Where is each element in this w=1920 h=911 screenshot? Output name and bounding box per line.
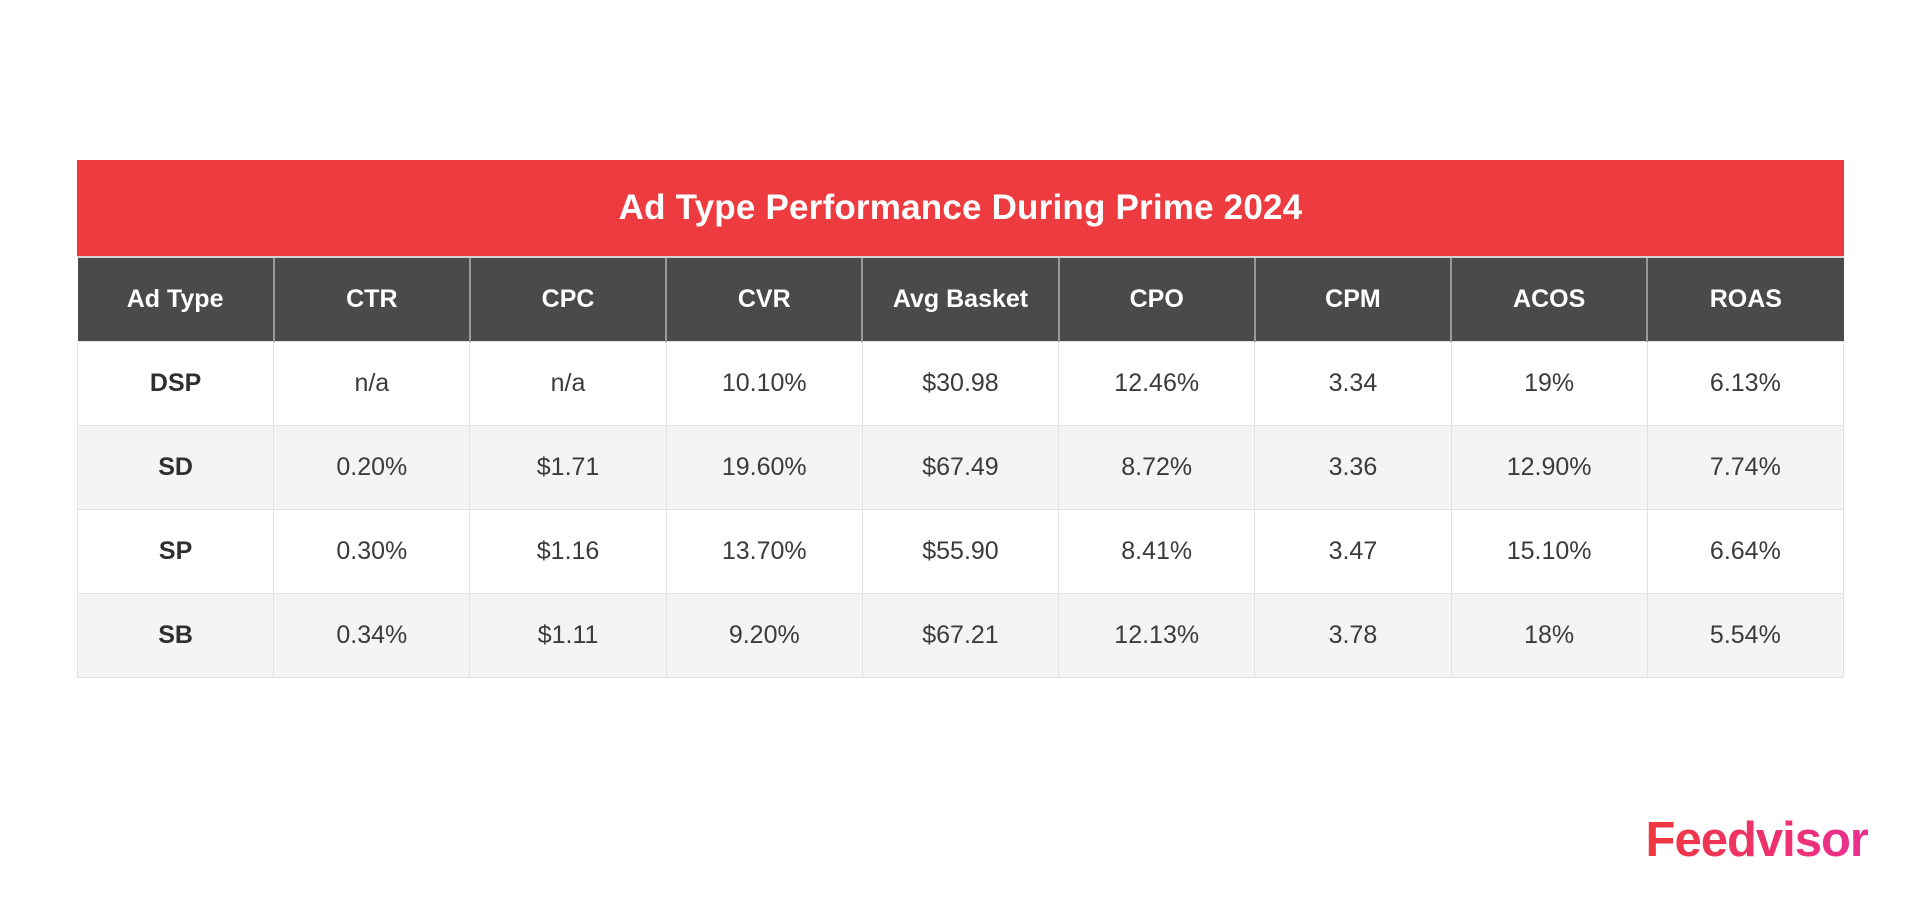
column-header-ad-type: Ad Type [77, 258, 274, 341]
table-cell: $67.21 [861, 592, 1060, 678]
table-cell: 5.54% [1646, 592, 1845, 678]
table-row: SD 0.20% $1.71 19.60% $67.49 8.72% 3.36 12.90% 7… [76, 424, 1845, 510]
feedvisor-logo: Feedvisor [1645, 813, 1869, 867]
performance-table-container: Ad Type Performance During Prime 2024 Ad… [76, 160, 1845, 678]
table-cell: 18% [1450, 592, 1648, 678]
column-header-cpo: CPO [1057, 258, 1255, 341]
column-header-cvr: CVR [665, 258, 863, 341]
table-cell: $67.49 [861, 424, 1060, 510]
table-cell: 0.20% [273, 424, 471, 510]
table-cell: $1.71 [469, 424, 667, 510]
column-header-cpc: CPC [468, 258, 667, 341]
column-header-acos: ACOS [1450, 258, 1648, 341]
table-cell: 9.20% [665, 592, 863, 678]
table-cell: 3.34 [1254, 340, 1452, 426]
table-row: SP 0.30% $1.16 13.70% $55.90 8.41% 3.47 15.10% 6… [76, 508, 1845, 594]
table-cell: 15.10% [1450, 508, 1648, 594]
table-cell: 12.46% [1058, 340, 1256, 426]
table-cell: $1.16 [469, 508, 667, 594]
table-header: Ad Type CTR CPC CVR Avg Basket CPO CPM ACOS ROAS [77, 258, 1844, 341]
table-cell: $1.11 [469, 592, 667, 678]
table-cell: 12.13% [1058, 592, 1256, 678]
table-cell: 19.60% [665, 424, 863, 510]
table-title: Ad Type Performance During Prime 2024 [618, 188, 1303, 227]
table-cell: $55.90 [861, 508, 1060, 594]
column-header-avg-basket: Avg Basket [861, 258, 1059, 341]
table-cell: n/a [469, 340, 667, 426]
table-cell: 3.78 [1254, 592, 1452, 678]
column-header-cpm: CPM [1253, 258, 1452, 341]
title-banner: Ad Type Performance During Prime 2024 [77, 160, 1844, 258]
table-cell: 0.34% [273, 592, 471, 678]
table-row: SB 0.34% $1.11 9.20% $67.21 12.13% 3.78 18% 5.54… [76, 592, 1845, 678]
row-label: SD [76, 424, 275, 510]
table-cell: 10.10% [665, 340, 863, 426]
row-label: DSP [76, 340, 275, 426]
table-cell: 8.72% [1058, 424, 1256, 510]
table-cell: $30.98 [861, 340, 1060, 426]
ad-performance-table: Ad Type CTR CPC CVR Avg Basket CPO CPM ACOS ROAS… [76, 258, 1845, 678]
table-cell: 7.74% [1646, 424, 1845, 510]
table-cell: 3.36 [1254, 424, 1452, 510]
table-cell: 13.70% [665, 508, 863, 594]
table-cell: 3.47 [1254, 508, 1452, 594]
table-header-row: Ad Type CTR CPC CVR Avg Basket CPO CPM ACOS ROAS [77, 258, 1844, 341]
column-header-ctr: CTR [272, 258, 470, 341]
table-cell: 8.41% [1058, 508, 1256, 594]
row-label: SP [76, 508, 275, 594]
row-label: SB [76, 592, 275, 678]
table-row: DSP n/a n/a 10.10% $30.98 12.46% 3.34 19% 6.13% [76, 340, 1845, 426]
table-cell: 12.90% [1450, 424, 1648, 510]
table-cell: n/a [273, 340, 471, 426]
column-header-roas: ROAS [1646, 258, 1844, 341]
table-body: DSP n/a n/a 10.10% $30.98 12.46% 3.34 19% 6.13% S… [76, 340, 1845, 678]
table-cell: 0.30% [273, 508, 471, 594]
table-cell: 6.64% [1646, 508, 1845, 594]
table-cell: 6.13% [1646, 340, 1845, 426]
table-cell: 19% [1450, 340, 1648, 426]
